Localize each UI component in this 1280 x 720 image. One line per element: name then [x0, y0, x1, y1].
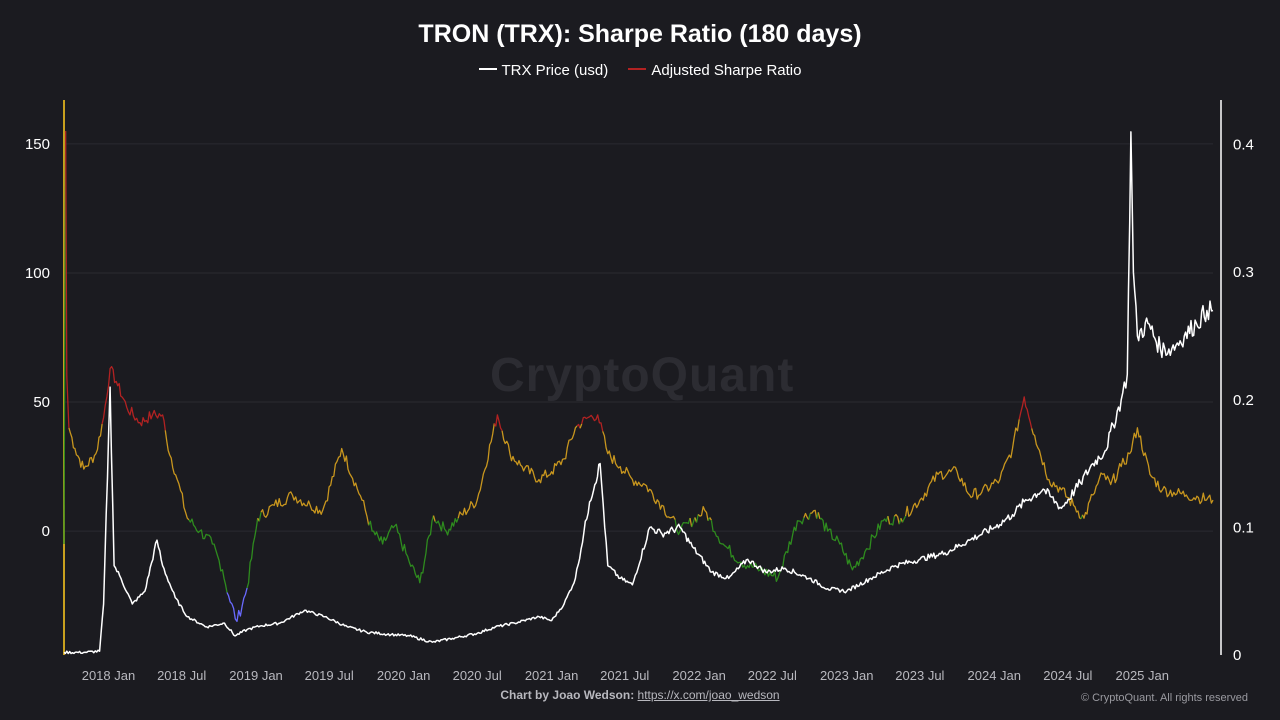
credit-link[interactable]: https://x.com/joao_wedson	[637, 688, 780, 702]
x-tick-2020-jan: 2020 Jan	[377, 668, 431, 683]
y-right-tick-0.2: 0.2	[1233, 392, 1254, 409]
sharpe-line-segment-5	[188, 518, 228, 593]
x-tick-2021-jul: 2021 Jul	[600, 668, 649, 683]
sharpe-line-segment-34	[817, 512, 821, 520]
x-tick-2022-jul: 2022 Jul	[748, 668, 797, 683]
sharpe-line-segment-6	[226, 587, 248, 623]
sharpe-line-segment-7	[246, 518, 259, 589]
sharpe-line-segment-3	[101, 365, 166, 431]
chart-title: TRON (TRX): Sharpe Ratio (180 days)	[418, 20, 862, 48]
x-tick-2020-jul: 2020 Jul	[453, 668, 502, 683]
sharpe-line-segment-38	[893, 513, 900, 525]
sharpe-line-segment-25	[695, 514, 699, 523]
copyright-notice: © CryptoQuant. All rights reserved	[1080, 692, 1248, 704]
sharpe-line-segment-31	[808, 513, 811, 520]
sharpe-line-segment-41	[901, 515, 907, 523]
x-tick-2018-jan: 2018 Jan	[82, 668, 136, 683]
legend-label-sharpe: Adjusted Sharpe Ratio	[651, 62, 802, 79]
x-tick-2023-jan: 2023 Jan	[820, 668, 874, 683]
chart-legend: TRX Price (usd) Adjusted Sharpe Ratio	[0, 62, 1280, 79]
x-tick-2023-jul: 2023 Jul	[895, 668, 944, 683]
sharpe-line-segment-17	[576, 423, 581, 429]
sharpe-line-segment-19	[581, 414, 604, 432]
legend-swatch-price	[478, 68, 497, 71]
y-left-tick-50: 50	[33, 394, 50, 411]
sharpe-line-segment-44	[1031, 428, 1082, 520]
sharpe-line-segment-37	[889, 516, 896, 526]
x-tick-2022-jan: 2022 Jan	[672, 668, 726, 683]
legend-label-price: TRX Price (usd)	[501, 62, 609, 79]
sharpe-line-segment-1	[64, 130, 70, 428]
x-tick-2025-jan: 2025 Jan	[1115, 668, 1169, 683]
y-right-tick-0.4: 0.4	[1233, 137, 1254, 154]
sharpe-line-segment-46	[1081, 427, 1214, 519]
sharpe-line-segment-10	[260, 447, 370, 526]
x-tick-2024-jul: 2024 Jul	[1043, 668, 1092, 683]
y-right-tick-0.3: 0.3	[1233, 264, 1254, 281]
sharpe-line-segment-12	[432, 515, 436, 522]
legend-item-sharpe[interactable]: Adjusted Sharpe Ratio	[628, 62, 801, 79]
sharpe-line-segment-4	[164, 430, 190, 521]
sharpe-line-segment-23	[691, 517, 696, 528]
sharpe-line-segment-42	[904, 419, 1020, 517]
sharpe-line-segment-16	[501, 425, 578, 484]
x-tick-2019-jul: 2019 Jul	[305, 668, 354, 683]
sharpe-line-segment-30	[803, 512, 810, 521]
legend-item-price[interactable]: TRX Price (usd)	[478, 62, 609, 79]
y-left-tick-0: 0	[42, 523, 50, 540]
price-line	[63, 131, 1214, 655]
sharpe-line-segment-2	[68, 423, 103, 470]
sharpe-line-segment-21	[674, 517, 691, 536]
sharpe-line-segment-11	[368, 515, 435, 584]
sharpe-line-segment-36	[887, 515, 891, 525]
sharpe-line-segment-13	[434, 517, 459, 536]
sharpe-line-segment-32	[810, 509, 818, 519]
sharpe-line-segment-35	[819, 515, 889, 571]
x-tick-2019-jan: 2019 Jan	[229, 668, 283, 683]
sharpe-line-segment-26	[697, 505, 709, 521]
sharpe-line-segment-9	[258, 512, 262, 522]
x-tick-2021-jan: 2021 Jan	[525, 668, 579, 683]
sharpe-line-segment-18	[579, 423, 583, 429]
x-tick-2018-jul: 2018 Jul	[157, 668, 206, 683]
sharpe-line-segment-22	[689, 517, 693, 528]
x-tick-2024-jan: 2024 Jan	[968, 668, 1022, 683]
sharpe-line-segment-20	[602, 431, 676, 520]
sharpe-line-segment-28	[709, 517, 712, 521]
credit-label: Chart by Joao Wedson:	[500, 688, 635, 702]
sharpe-line-segment-43	[1018, 396, 1033, 429]
y-right-tick-0.1: 0.1	[1233, 519, 1254, 536]
sharpe-line-segment-14	[457, 423, 495, 519]
legend-swatch-sharpe	[628, 68, 647, 71]
y-left-tick-100: 100	[25, 265, 50, 282]
y-left-tick-150: 150	[25, 136, 50, 153]
y-right-tick-0: 0	[1233, 647, 1241, 664]
chart-credit: Chart by Joao Wedson: https://x.com/joao…	[0, 688, 1280, 702]
sharpe-line-segment-15	[493, 414, 503, 432]
